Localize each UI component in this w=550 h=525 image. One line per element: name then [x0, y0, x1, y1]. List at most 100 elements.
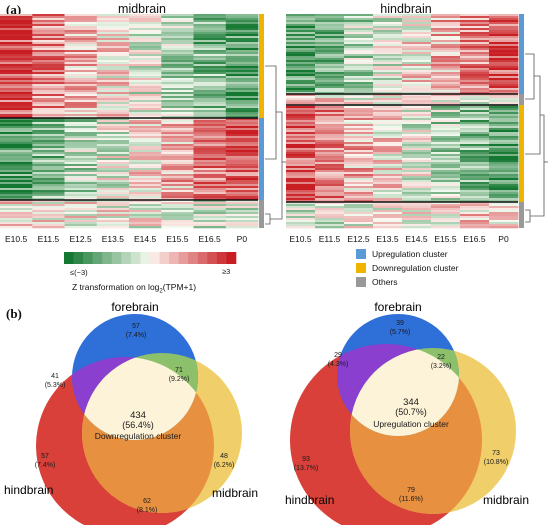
heatmap-cell: [0, 104, 33, 107]
heatmap-cell: [193, 14, 227, 17]
heatmap-cell: [64, 96, 98, 99]
heatmap-cell: [193, 74, 227, 77]
stage-tick-label: E10.5: [5, 234, 28, 244]
heatmap-cell: [161, 166, 194, 169]
heatmap-cell: [0, 30, 33, 33]
heatmap-cell: [286, 142, 316, 145]
heatmap-cell: [161, 154, 194, 157]
heatmap-cell: [373, 70, 403, 73]
heatmap-cell: [402, 152, 432, 155]
heatmap-cell: [129, 42, 162, 45]
heatmap-cell: [315, 200, 345, 203]
colorbar-max-label: ≥3: [222, 267, 231, 276]
heatmap-cell: [64, 26, 98, 29]
heatmap-cell: [315, 22, 345, 25]
heatmap-cell: [315, 192, 345, 195]
heatmap-cell: [161, 158, 194, 161]
heatmap-cell: [373, 114, 403, 117]
heatmap-cell: [460, 62, 490, 65]
heatmap-cell: [161, 34, 194, 37]
heatmap-cell: [315, 208, 345, 211]
heatmap-cell: [402, 136, 432, 139]
heatmap-cell: [32, 84, 65, 87]
heatmap-cell: [460, 166, 490, 169]
heatmap-cell: [344, 138, 374, 141]
heatmap-cell: [161, 182, 194, 185]
heatmap-cell: [460, 170, 490, 173]
heatmap-cell: [402, 218, 432, 221]
heatmap-cell: [0, 134, 33, 137]
heatmap-cell: [0, 216, 33, 219]
heatmap-cell: [373, 192, 403, 195]
heatmap-cell: [402, 194, 432, 197]
heatmap-cell: [373, 52, 403, 55]
heatmap-cell: [225, 82, 259, 85]
heatmap-cell: [0, 218, 33, 221]
heatmap-cell: [32, 26, 65, 29]
heatmap-cell: [161, 54, 194, 57]
heatmap-cell: [286, 134, 316, 137]
heatmap-cell: [96, 76, 130, 79]
colorbar-cell: [102, 252, 113, 264]
heatmap-cell: [193, 190, 227, 193]
heatmap-cell: [161, 134, 194, 137]
heatmap-cell: [315, 50, 345, 53]
heatmap-cell: [489, 102, 519, 105]
heatmap-cell: [32, 154, 65, 157]
heatmap-cell: [129, 146, 162, 149]
heatmap-cell: [225, 120, 259, 123]
heatmap-cell: [402, 162, 432, 165]
heatmap-cell: [193, 104, 227, 107]
stage-tick-label: E10.5: [289, 234, 312, 244]
heatmap-cell: [460, 200, 490, 203]
heatmap-cell: [489, 40, 519, 43]
heatmap-cell: [0, 54, 33, 57]
heatmap-cell: [460, 134, 490, 137]
heatmap-cell: [32, 22, 65, 25]
heatmap-cell: [489, 138, 519, 141]
heatmap-cell: [460, 116, 490, 119]
heatmap-cell: [402, 122, 432, 125]
heatmap-cell: [373, 122, 403, 125]
heatmap-cell: [431, 132, 461, 135]
heatmap-cell: [32, 164, 65, 167]
legend-item-downregulation: Downregulation cluster: [356, 261, 458, 275]
heatmap-cell: [64, 16, 98, 19]
heatmap-cell: [32, 166, 65, 169]
heatmap-cell: [193, 26, 227, 29]
heatmap-cell: [161, 126, 194, 129]
heatmap-cell: [193, 118, 227, 121]
heatmap-cell: [373, 190, 403, 193]
heatmap-cell: [0, 132, 33, 135]
heatmap-cell: [225, 92, 259, 95]
heatmap-cell: [225, 164, 259, 167]
heatmap-cell: [0, 34, 33, 37]
heatmap-cell: [161, 144, 194, 147]
heatmap-cell: [286, 196, 316, 199]
heatmap-cell: [0, 126, 33, 129]
heatmap-cell: [431, 138, 461, 141]
heatmap-midbrain-cells: [0, 14, 259, 229]
heatmap-cell: [0, 164, 33, 167]
heatmap-cell: [96, 164, 130, 167]
heatmap-cell: [315, 80, 345, 83]
heatmap-cell: [225, 226, 259, 229]
heatmap-cell: [460, 112, 490, 115]
heatmap-cell: [64, 148, 98, 151]
heatmap-cell: [96, 138, 130, 141]
heatmap-cell: [489, 160, 519, 163]
heatmap-cell: [129, 38, 162, 41]
heatmap-cell: [32, 212, 65, 215]
heatmap-cell: [193, 34, 227, 37]
heatmap-cell: [64, 134, 98, 137]
heatmap-cell: [460, 120, 490, 123]
heatmap-cell: [129, 72, 162, 75]
heatmap-cell: [129, 84, 162, 87]
heatmap-cell: [161, 132, 194, 135]
heatmap-cell: [373, 58, 403, 61]
heatmap-cell: [0, 160, 33, 163]
heatmap-cell: [161, 108, 194, 111]
heatmap-cell: [431, 134, 461, 137]
heatmap-cell: [129, 100, 162, 103]
heatmap-cell: [344, 172, 374, 175]
